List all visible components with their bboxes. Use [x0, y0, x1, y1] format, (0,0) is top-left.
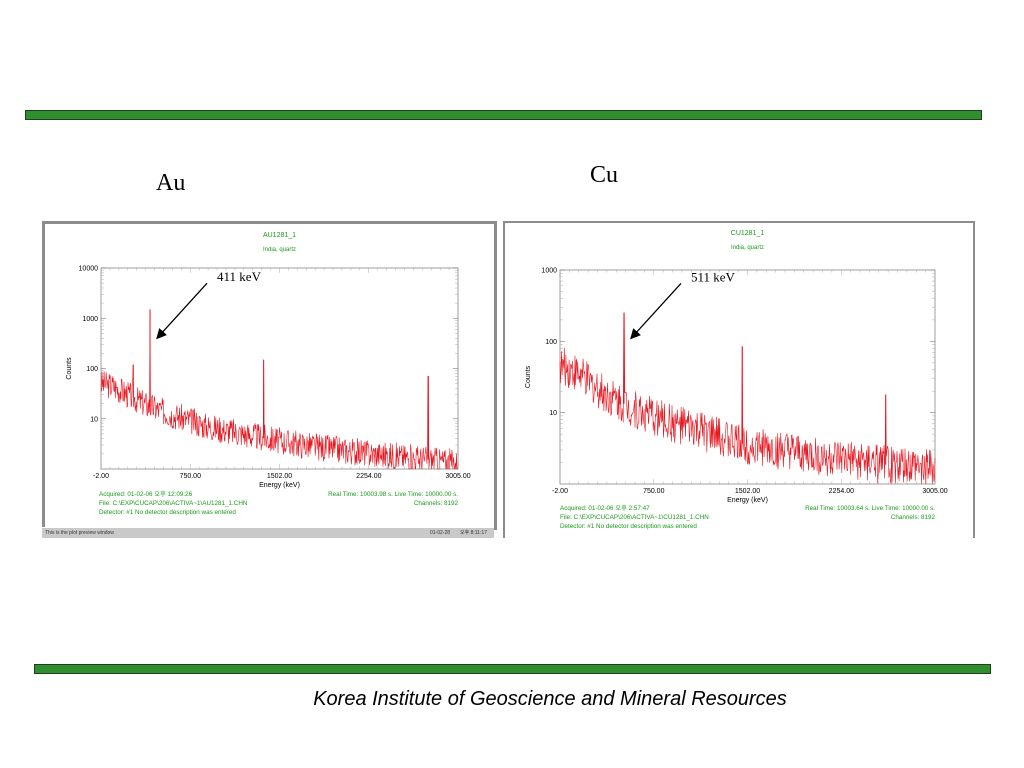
acquisition-info-line: File: C:\EXP\CUCAP\206\ACTIVA~1\CU1281_1… — [560, 514, 709, 521]
spectrum-series-line — [100, 309, 458, 470]
acquisition-info-right-line: Channels: 8192 — [891, 514, 936, 521]
x-tick-label: 2254.00 — [356, 473, 381, 480]
y-tick-label: 1000 — [82, 316, 98, 323]
y-tick-label: 100 — [86, 366, 98, 373]
acquisition-info-line: Detector: #1 No detector description was… — [560, 523, 697, 530]
status-text: This is the plot preview window — [45, 530, 114, 536]
cu-label: Cu — [590, 162, 619, 188]
x-axis-label: Energy (keV) — [259, 482, 300, 489]
annotation-arrow — [630, 282, 682, 340]
acquisition-info-line: Acquired: 01-02-06 오후 2:57:47 — [560, 504, 650, 512]
acquisition-info-right-line: Real Time: 10003.98 s. Live Time: 10000.… — [328, 491, 458, 498]
cu-spectrum-chart: CU1281_1 India, quartz 1000 100 10 Counts -2.0… — [525, 230, 948, 530]
acquisition-info-line: Detector: #1 No detector description was… — [99, 509, 236, 516]
chart-subtitle: India, quartz — [263, 247, 296, 253]
y-tick-label: 10 — [90, 416, 98, 423]
spectrum-series-line — [559, 312, 936, 485]
x-tick-label: 1502.00 — [735, 488, 760, 495]
x-axis-label: Energy (keV) — [727, 497, 768, 504]
au-spectrum-panel: AU1281_1 India, quartz 10000 1000 100 10 Count… — [42, 221, 497, 530]
bottom-divider-bar — [34, 664, 991, 674]
y-axis-label: Counts — [525, 365, 532, 388]
chart-subtitle: India, quartz — [731, 245, 764, 251]
y-axis-label: Counts — [66, 357, 73, 380]
annotation-label: 411 keV — [217, 269, 262, 284]
x-tick-label: 3005.00 — [922, 488, 947, 495]
acquisition-info-right-line: Channels: 8192 — [414, 500, 459, 507]
annotation-arrow — [156, 282, 208, 340]
status-date: 01-02-28 — [430, 530, 451, 536]
plot-frame — [559, 269, 936, 485]
x-tick-label: -2.00 — [93, 473, 109, 480]
y-tick-label: 1000 — [541, 268, 557, 275]
x-tick-label: 2254.00 — [829, 488, 854, 495]
cu-spectrum-panel: CU1281_1 India, quartz 1000 100 10 Counts -2.0… — [503, 221, 975, 538]
annotation-label: 511 keV — [691, 269, 736, 284]
status-time: 오후 8:11:17 — [460, 530, 487, 536]
au-spectrum-chart: AU1281_1 India, quartz 10000 1000 100 10 Count… — [66, 232, 471, 516]
top-divider-bar — [25, 110, 982, 120]
au-label: Au — [156, 170, 186, 196]
y-tick-label: 100 — [545, 339, 557, 346]
y-tick-label: 10 — [549, 410, 557, 417]
x-tick-label: 750.00 — [180, 473, 202, 480]
x-tick-label: 3005.00 — [445, 473, 470, 480]
chart-title: CU1281_1 — [731, 230, 765, 237]
footer-institute-name: Korea Institute of Geoscience and Minera… — [313, 688, 787, 710]
x-tick-label: -2.00 — [552, 488, 568, 495]
acquisition-info-line: File: C:\EXP\CUCAP\206\ACTIVA~1\AU1281_1… — [99, 500, 248, 507]
x-tick-label: 1502.00 — [267, 473, 292, 480]
chart-title: AU1281_1 — [263, 232, 296, 239]
au-preview-statusbar: This is the plot preview window 01-02-28… — [42, 527, 494, 538]
acquisition-info-line: Acquired: 01-02-06 오후 12:09:26 — [99, 490, 193, 498]
y-tick-label: 10000 — [79, 266, 99, 273]
x-tick-label: 750.00 — [643, 488, 665, 495]
plot-frame — [100, 267, 459, 470]
acquisition-info-right-line: Real Time: 10003.64 s. Live Time: 10000.… — [805, 505, 935, 512]
